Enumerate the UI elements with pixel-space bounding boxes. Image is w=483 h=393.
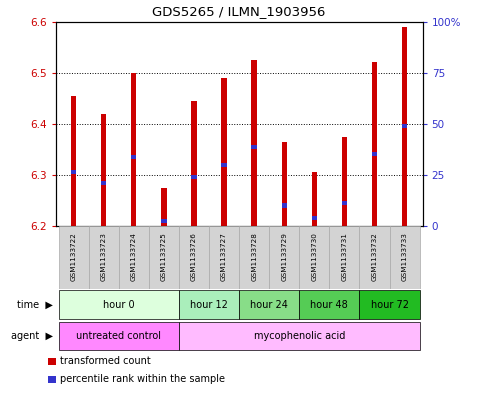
Bar [372,62,377,226]
Bar [402,27,407,226]
Bar [329,226,359,289]
Bar [359,226,389,289]
Bar [341,201,347,205]
Bar [179,322,420,350]
Bar [402,124,407,129]
Text: GSM1133731: GSM1133731 [341,232,347,281]
Bar [312,216,317,220]
Text: GSM1133725: GSM1133725 [161,232,167,281]
Bar [299,290,359,319]
Bar [209,226,239,289]
Bar [269,226,299,289]
Bar [191,175,197,180]
Bar [71,95,76,226]
Bar [149,226,179,289]
Bar [101,180,106,185]
Bar [252,145,257,149]
Bar [252,60,257,226]
Bar [89,226,119,289]
Text: GSM1133733: GSM1133733 [401,232,408,281]
Bar [312,173,317,226]
Bar [239,226,269,289]
Bar [299,226,329,289]
Text: GDS5265 / ILMN_1903956: GDS5265 / ILMN_1903956 [153,5,326,18]
Bar [359,290,420,319]
Text: untreated control: untreated control [76,331,161,341]
Bar [179,290,239,319]
Text: GSM1133729: GSM1133729 [281,232,287,281]
Text: time  ▶: time ▶ [17,299,53,310]
Text: GSM1133732: GSM1133732 [371,232,378,281]
Bar [131,73,137,226]
Text: mycophenolic acid: mycophenolic acid [254,331,345,341]
Bar [179,226,209,289]
Bar [58,290,179,319]
Bar [101,114,106,226]
Text: hour 72: hour 72 [370,299,409,310]
Text: transformed count: transformed count [60,356,151,366]
Bar [239,290,299,319]
Text: hour 24: hour 24 [250,299,288,310]
Bar [161,219,167,223]
Bar [161,187,167,226]
Bar [58,322,179,350]
Bar [48,376,56,383]
Bar [282,204,287,208]
Bar [389,226,420,289]
Bar [221,163,227,167]
Text: hour 0: hour 0 [103,299,135,310]
Text: GSM1133726: GSM1133726 [191,232,197,281]
Text: GSM1133727: GSM1133727 [221,232,227,281]
Bar [191,101,197,226]
Bar [48,358,56,365]
Text: GSM1133728: GSM1133728 [251,232,257,281]
Bar [131,155,137,159]
Bar [282,141,287,226]
Text: GSM1133723: GSM1133723 [100,232,107,281]
Bar [221,78,227,226]
Bar [119,226,149,289]
Bar [71,170,76,174]
Text: hour 48: hour 48 [311,299,348,310]
Text: GSM1133724: GSM1133724 [131,232,137,281]
Text: percentile rank within the sample: percentile rank within the sample [60,375,225,384]
Text: GSM1133722: GSM1133722 [71,232,77,281]
Text: hour 12: hour 12 [190,299,228,310]
Text: agent  ▶: agent ▶ [11,331,53,341]
Bar [341,136,347,226]
Text: GSM1133730: GSM1133730 [312,232,317,281]
Bar [58,226,89,289]
Bar [372,152,377,156]
